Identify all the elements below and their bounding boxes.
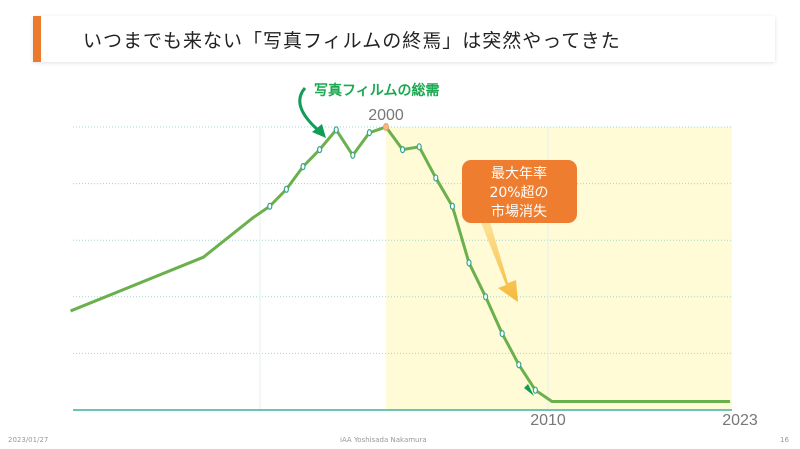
decline-arrow	[478, 215, 518, 302]
peak-data-point	[383, 123, 389, 131]
series-line	[70, 125, 731, 404]
footer-page-number: 16	[780, 436, 789, 444]
data-point	[449, 202, 455, 210]
callout-text: 20%超の	[489, 185, 548, 201]
data-point	[400, 146, 406, 154]
data-point	[483, 293, 489, 301]
x-tick-label: 2000	[368, 107, 404, 124]
footer-date: 2023/01/27	[8, 436, 49, 444]
data-point	[499, 329, 505, 338]
x-tick-label: 2010	[530, 412, 566, 429]
data-point	[333, 126, 339, 134]
data-point	[283, 185, 289, 193]
footer-author: iAA Yoshisada Nakamura	[340, 436, 427, 444]
x-tick-label: 2023	[722, 412, 758, 429]
data-point	[300, 163, 306, 171]
callout-box	[462, 160, 577, 223]
data-point	[366, 129, 372, 137]
data-point	[317, 146, 323, 154]
data-point	[532, 386, 539, 394]
title-accent-bar	[33, 16, 41, 62]
data-point	[350, 151, 356, 159]
pointer-arrow-shaft	[298, 87, 319, 132]
slide-title: いつまでも来ない「写真フィルムの終焉」は突然やってきた	[83, 30, 621, 52]
data-point	[466, 259, 472, 267]
end-arrow-head	[524, 384, 534, 396]
data-point	[516, 361, 522, 369]
pointer-arrow-head	[312, 124, 326, 138]
data-point	[267, 202, 273, 210]
data-point	[416, 143, 422, 151]
callout-text: 市場消失	[491, 203, 547, 220]
data-point	[433, 174, 439, 182]
title-box: いつまでも来ない「写真フィルムの終焉」は突然やってきた	[33, 16, 775, 62]
callout-text: 最大年率	[491, 165, 547, 182]
series-label: 写真フィルムの総需	[314, 82, 439, 99]
